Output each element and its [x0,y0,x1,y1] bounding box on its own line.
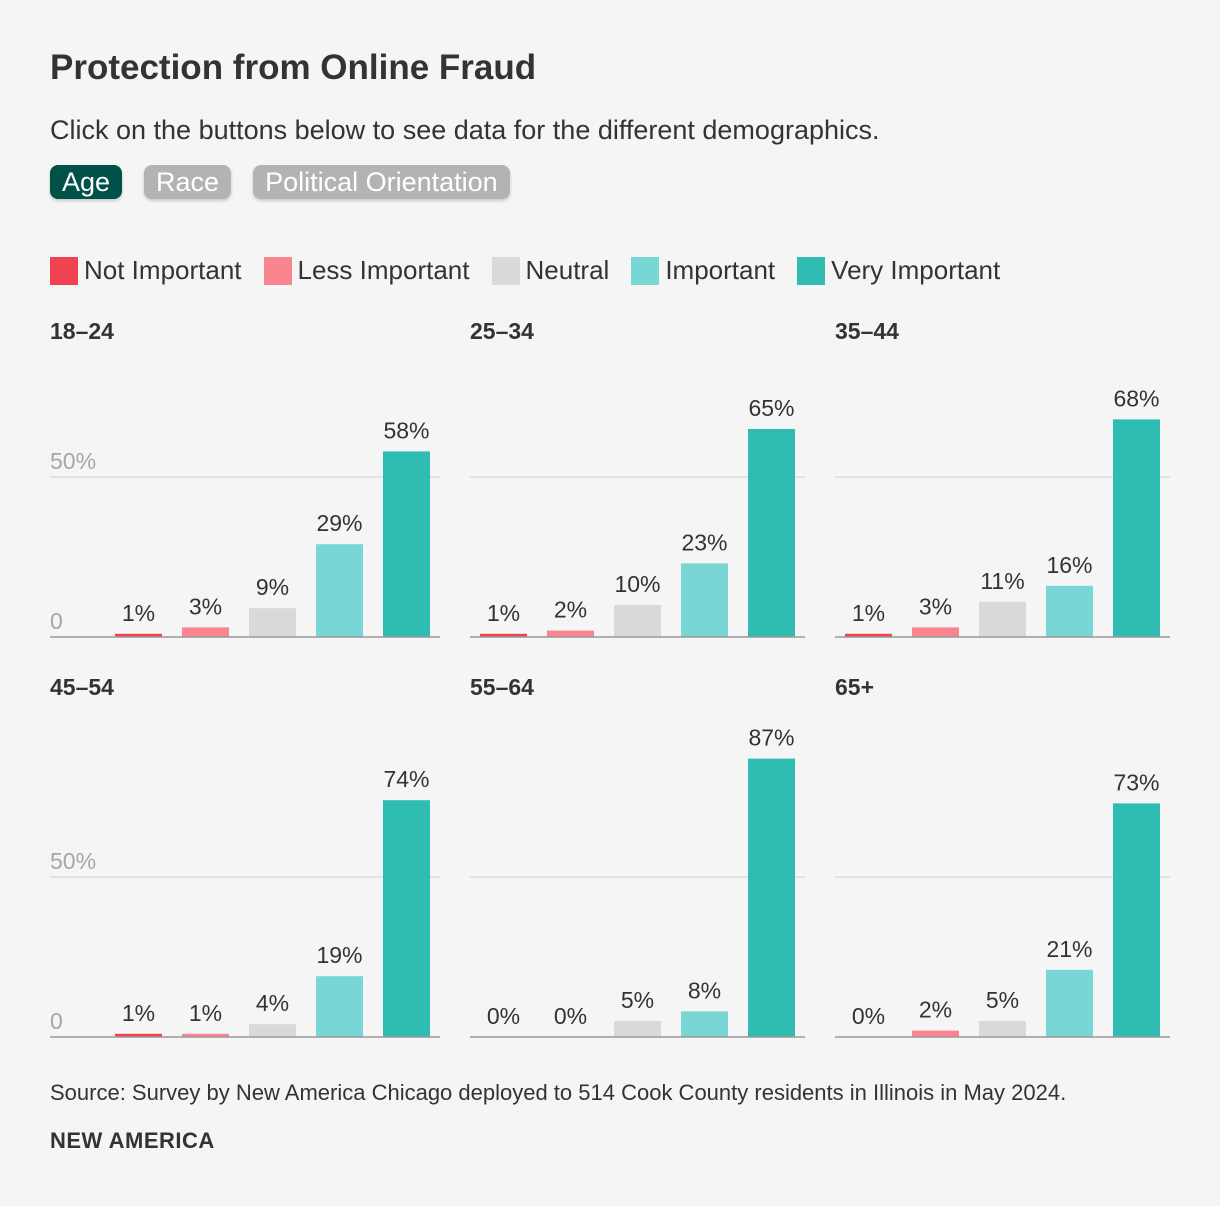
source-note: Source: Survey by New America Chicago de… [50,1080,1067,1105]
data-label: 16% [1046,552,1092,578]
bar-18-24-not-important [115,633,162,637]
bar-45-54-very-important [383,800,430,1037]
bar-55-64-neutral [614,1021,661,1037]
bar-65-plus-important [1046,969,1093,1037]
demographic-tabs: Age Race Political Orientation [50,165,510,199]
data-label: 87% [748,725,794,751]
panel-title-18-24: 18–24 [50,318,114,344]
bar-55-64-important [681,1011,728,1037]
data-label: 5% [986,987,1019,1013]
bar-65-plus-less-important [912,1030,959,1037]
legend-swatch-not-important [50,256,78,285]
data-label: 5% [621,987,654,1013]
data-label: 3% [919,593,952,619]
legend-label: Very Important [831,255,1001,285]
data-label: 2% [919,997,952,1023]
bar-45-54-neutral [249,1024,296,1037]
data-label: 19% [316,942,362,968]
bar-45-54-less-important [182,1033,229,1037]
data-label: 8% [688,977,721,1003]
bar-25-34-not-important [480,633,527,637]
legend-label: Neutral [525,255,610,285]
bar-45-54-important [316,976,363,1037]
legend-swatch-neutral [491,256,520,285]
chart-title: Protection from Online Fraud [50,48,537,87]
bar-65-plus-neutral [979,1021,1026,1037]
data-label: 1% [852,600,885,626]
data-label: 68% [1113,385,1159,411]
legend-item-less-important: Less Important [263,255,470,286]
brand-logo-text: NEW AMERICA [50,1128,215,1153]
data-label: 1% [487,600,520,626]
bar-35-44-very-important [1113,419,1160,637]
panel-title-25-34: 25–34 [470,318,534,344]
data-label: 21% [1046,936,1092,962]
y-tick-label: 0 [50,1008,63,1034]
data-label: 58% [383,417,429,443]
y-tick-label: 50% [50,848,96,874]
bar-18-24-neutral [249,608,296,637]
legend-swatch-important [631,256,660,285]
tab-political-orientation[interactable]: Political Orientation [253,165,510,199]
y-tick-label: 50% [50,448,96,474]
legend-label: Not Important [84,255,242,285]
legend-item-neutral: Neutral [491,255,610,286]
bar-35-44-not-important [845,633,892,637]
bar-45-54-not-important [115,1033,162,1037]
bar-18-24-very-important [383,451,430,637]
data-label: 2% [554,597,587,623]
bar-35-44-less-important [912,627,959,637]
panel-title-45-54: 45–54 [50,674,114,700]
data-label: 65% [748,395,794,421]
legend-item-not-important: Not Important [50,255,242,286]
data-label: 10% [614,571,660,597]
legend-label: Important [665,255,776,285]
data-label: 23% [681,529,727,555]
chart-subtitle: Click on the buttons below to see data f… [50,115,880,145]
data-label: 1% [189,1000,222,1026]
data-label: 11% [980,568,1024,594]
data-label: 1% [122,1000,155,1026]
bar-35-44-neutral [979,601,1026,637]
data-label: 29% [316,510,362,536]
data-label: 0% [852,1003,885,1029]
legend-item-important: Important [631,255,775,286]
legend-label: Less Important [297,255,470,285]
tab-age[interactable]: Age [50,165,123,199]
bar-35-44-important [1046,585,1093,637]
tab-race[interactable]: Race [144,165,232,199]
bar-25-34-important [681,563,728,637]
panel-title-35-44: 35–44 [835,318,899,344]
bar-25-34-less-important [547,630,594,637]
data-label: 3% [189,593,222,619]
bar-25-34-very-important [748,429,795,637]
panel-title-55-64: 55–64 [470,674,534,700]
data-label: 0% [487,1003,520,1029]
bar-25-34-neutral [614,605,661,637]
y-tick-label: 0 [50,608,63,634]
legend-swatch-less-important [263,256,292,285]
bar-18-24-important [316,544,363,637]
data-label: 73% [1113,769,1159,795]
legend: Not Important Less Important Neutral Imp… [50,255,1000,286]
bar-18-24-less-important [182,627,229,637]
data-label: 4% [256,990,289,1016]
data-label: 9% [256,574,289,600]
panel-title-65-plus: 65+ [835,674,875,700]
bar-65-plus-very-important [1113,803,1160,1037]
data-label: 1% [122,600,155,626]
legend-swatch-very-important [797,256,826,285]
legend-item-very-important: Very Important [797,255,1000,286]
data-label: 74% [383,766,429,792]
bar-55-64-very-important [748,758,795,1037]
data-label: 0% [554,1003,587,1029]
